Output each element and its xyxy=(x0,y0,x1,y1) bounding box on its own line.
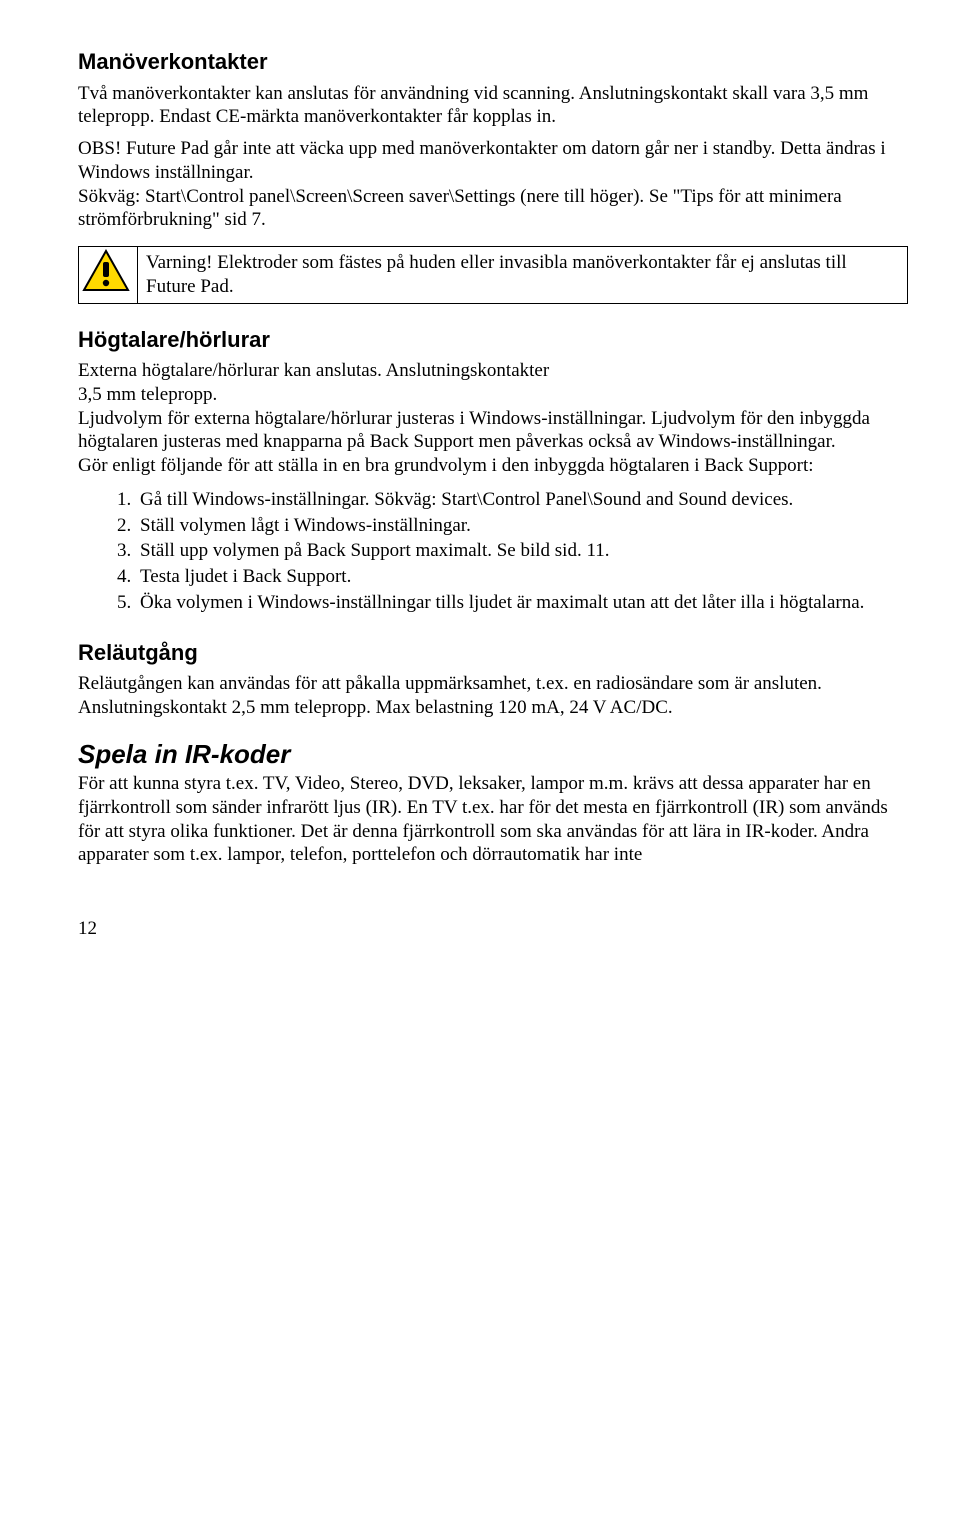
heading-hogtalare: Högtalare/hörlurar xyxy=(78,326,908,354)
para-manoverkontakter-2: OBS! Future Pad går inte att väcka upp m… xyxy=(78,137,908,185)
step-item: Gå till Windows-inställningar. Sökväg: S… xyxy=(136,488,908,512)
page-number: 12 xyxy=(78,917,908,941)
step-item: Ställ volymen lågt i Windows-inställning… xyxy=(136,514,908,538)
heading-manoverkontakter: Manöverkontakter xyxy=(78,48,908,76)
para-manoverkontakter-3: Sökväg: Start\Control panel\Screen\Scree… xyxy=(78,185,908,233)
warning-text: Varning! Elektroder som fästes på huden … xyxy=(146,252,847,297)
heading-spela-in-ir: Spela in IR-koder xyxy=(78,738,908,771)
para-ir-1: För att kunna styra t.ex. TV, Video, Ste… xyxy=(78,772,908,867)
para-manoverkontakter-1: Två manöverkontakter kan anslutas för an… xyxy=(78,82,908,130)
step-item: Öka volymen i Windows-inställningar till… xyxy=(136,591,908,615)
warning-box: Varning! Elektroder som fästes på huden … xyxy=(78,246,908,304)
para-hogtalare-1: Externa högtalare/hörlurar kan anslutas.… xyxy=(78,359,908,383)
para-hogtalare-3: Ljudvolym för externa högtalare/hörlurar… xyxy=(78,407,908,455)
warning-icon xyxy=(81,249,135,293)
para-relautgang-1: Reläutgången kan användas för att påkall… xyxy=(78,672,908,720)
steps-list: Gå till Windows-inställningar. Sökväg: S… xyxy=(78,488,908,615)
step-item: Testa ljudet i Back Support. xyxy=(136,565,908,589)
step-item: Ställ upp volymen på Back Support maxima… xyxy=(136,539,908,563)
heading-relautgang: Reläutgång xyxy=(78,639,908,667)
para-hogtalare-2: 3,5 mm telepropp. xyxy=(78,383,908,407)
para-hogtalare-4: Gör enligt följande för att ställa in en… xyxy=(78,454,908,478)
